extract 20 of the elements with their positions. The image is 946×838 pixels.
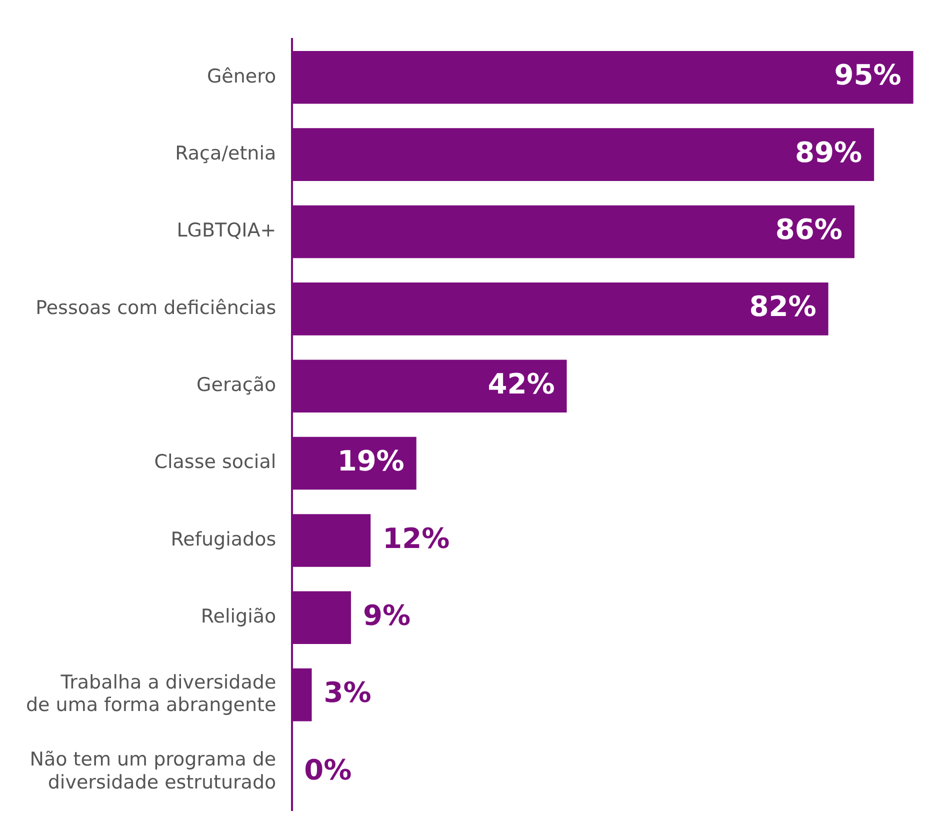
data-label: 82% xyxy=(749,290,816,324)
y-tick-label: Religião xyxy=(200,606,276,628)
y-tick-label: Trabalha a diversidade de uma forma abrangente xyxy=(26,671,276,716)
data-label: 12% xyxy=(382,522,450,555)
data-label: 86% xyxy=(775,213,842,246)
data-label: 19% xyxy=(337,444,404,478)
y-tick-label: Refugiados xyxy=(170,528,276,550)
data-label: 0% xyxy=(304,753,352,786)
data-label: 89% xyxy=(795,136,862,169)
data-label: 95% xyxy=(834,58,902,92)
y-tick-label: Geração xyxy=(196,374,276,396)
data-label: 9% xyxy=(362,598,411,632)
y-tick-label: Pessoas com deficiências xyxy=(36,296,276,319)
data-label: 3% xyxy=(324,676,372,710)
y-tick-label: Raça/etnia xyxy=(175,142,276,165)
y-tick-label: LGBTQIA+ xyxy=(176,220,276,242)
y-tick-label: Gênero xyxy=(206,65,276,88)
y-tick-label: Classe social xyxy=(154,451,276,474)
data-label: 42% xyxy=(488,367,555,400)
y-tick-label: Não tem um programa de diversidade estruturado xyxy=(30,748,276,794)
